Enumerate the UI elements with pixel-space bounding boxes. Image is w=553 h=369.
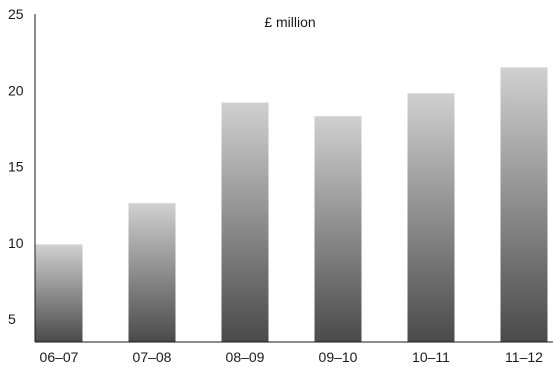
y-tick-label: 25 xyxy=(8,6,24,22)
bar-4 xyxy=(407,93,455,342)
y-tick-label: 20 xyxy=(8,82,24,98)
y-axis-ticks: 5 10 15 20 25 xyxy=(8,6,24,327)
bar-5 xyxy=(500,67,548,343)
x-tick-label: 10–11 xyxy=(412,349,450,365)
bars-group xyxy=(35,67,548,343)
x-tick-label: 09–10 xyxy=(319,349,358,365)
x-tick-label: 06–07 xyxy=(40,349,79,365)
y-tick-label: 5 xyxy=(8,311,16,327)
unit-label: £ million xyxy=(264,14,315,30)
y-tick-label: 15 xyxy=(8,159,24,175)
y-tick-label: 10 xyxy=(8,235,24,251)
bar-3 xyxy=(314,116,362,342)
bar-2 xyxy=(221,102,269,342)
bar-1 xyxy=(128,203,176,342)
x-axis-ticks: 06–07 07–08 08–09 09–10 10–11 11–12 xyxy=(40,349,544,365)
x-tick-label: 08–09 xyxy=(226,349,265,365)
x-tick-label: 07–08 xyxy=(133,349,172,365)
x-tick-label: 11–12 xyxy=(505,349,543,365)
bar-0 xyxy=(35,244,83,342)
